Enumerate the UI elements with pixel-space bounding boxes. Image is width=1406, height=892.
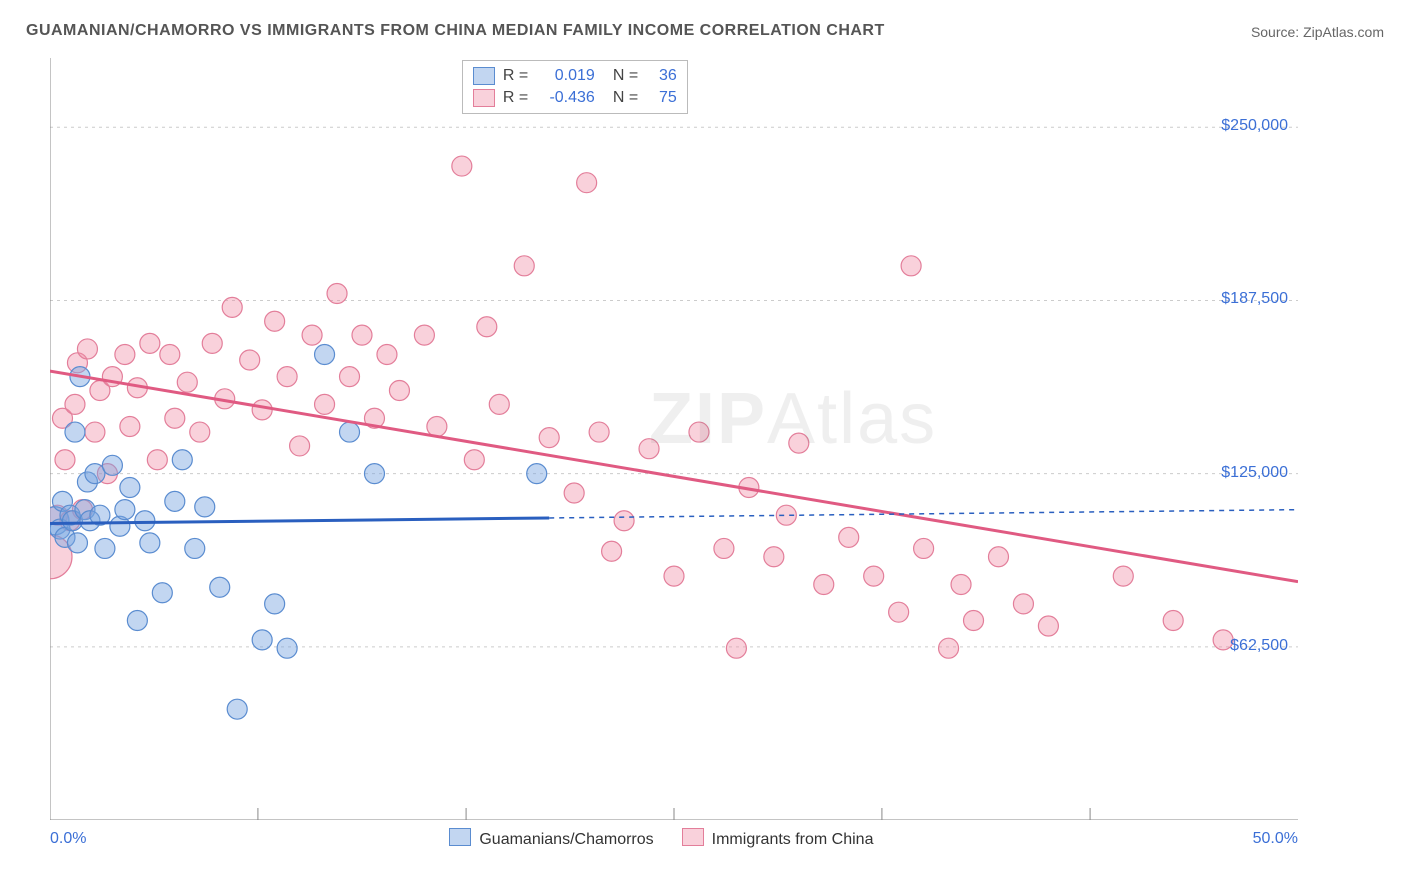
legend-bottom-item: Guamanians/Chamorros	[449, 828, 653, 849]
legend-n-label: N =	[613, 67, 641, 85]
y-tick-label: $62,500	[1208, 637, 1288, 655]
legend-bottom-label: Guamanians/Chamorros	[479, 831, 653, 848]
x-tick-label: 50.0%	[1248, 830, 1298, 848]
y-tick-label: $250,000	[1208, 117, 1288, 135]
legend-swatch	[682, 828, 704, 846]
legend-r-label: R =	[503, 89, 531, 107]
legend-swatch	[473, 67, 495, 85]
legend-r-label: R =	[503, 67, 531, 85]
source-label: Source: ZipAtlas.com	[1251, 24, 1384, 40]
legend-swatch	[473, 89, 495, 107]
legend-bottom-item: Immigrants from China	[682, 828, 874, 849]
legend-n-label: N =	[613, 89, 641, 107]
legend-r-value: 0.019	[539, 67, 595, 85]
legend-top-row: R = 0.019 N = 36	[473, 65, 677, 87]
legend-r-value: -0.436	[539, 89, 595, 107]
series-legend: Guamanians/Chamorros Immigrants from Chin…	[449, 828, 873, 849]
y-tick-label: $187,500	[1208, 290, 1288, 308]
legend-bottom-label: Immigrants from China	[712, 831, 874, 848]
legend-swatch	[449, 828, 471, 846]
x-tick-label: 0.0%	[50, 830, 86, 848]
legend-n-value: 36	[649, 67, 677, 85]
chart-title: GUAMANIAN/CHAMORRO VS IMMIGRANTS FROM CH…	[26, 22, 885, 40]
legend-top-row: R = -0.436 N = 75	[473, 87, 677, 109]
correlation-legend: R = 0.019 N = 36 R = -0.436 N = 75	[462, 60, 688, 114]
scatter-plot	[50, 58, 1298, 820]
legend-n-value: 75	[649, 89, 677, 107]
y-tick-label: $125,000	[1208, 464, 1288, 482]
